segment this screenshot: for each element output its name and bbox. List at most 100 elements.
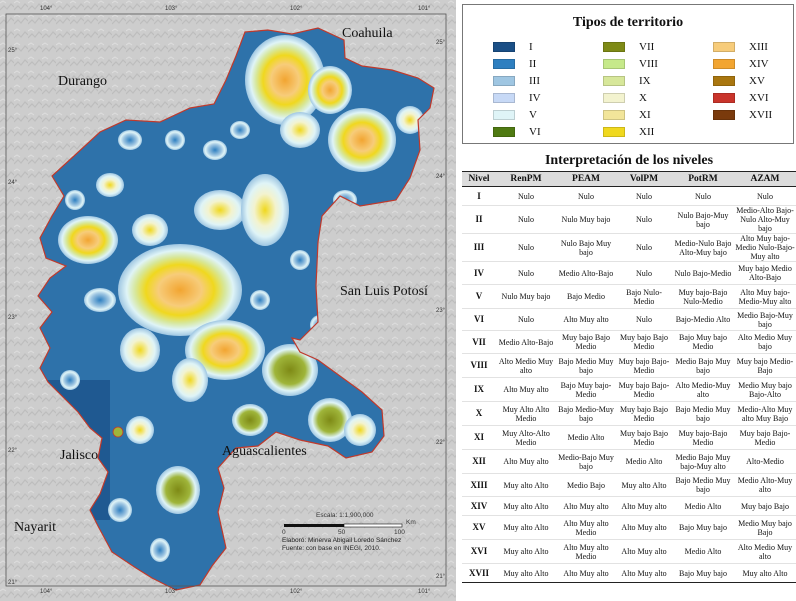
table-cell: Muy bajo Bajo Medio (616, 330, 672, 354)
table-cell: Alto Muy alto (616, 515, 672, 540)
scale-unit: Km (406, 519, 416, 526)
table-cell: Bajo Muy bajo-Medio (556, 377, 616, 402)
map-credits: Elaboró: Minerva Abigail Loredo Sánchez … (282, 537, 432, 553)
legend-swatch (603, 110, 625, 120)
table-cell: Medio-Alto Bajo-Nulo Alto-Muy bajo (734, 205, 796, 234)
level-cell: XII (462, 449, 496, 474)
legend-item: X (603, 92, 647, 104)
legend-item: XII (603, 126, 654, 138)
table-row: X Muy Alto Alto Medio Bajo Medio-Muy bajo M… (462, 401, 796, 426)
table-cell: Muy bajo-Bajo Medio (672, 425, 734, 450)
coord-right-22: 22° (436, 440, 446, 446)
level-cell: VIII (462, 353, 496, 378)
coord-left-24: 24° (8, 180, 18, 186)
credits-author: Elaboró: Minerva Abigail Loredo Sánchez (282, 537, 402, 544)
table-cell: Muy alto Alto (616, 473, 672, 497)
legend-item: IX (603, 75, 651, 87)
table-cell: Medio Muy bajo Bajo-Alto (734, 377, 796, 402)
table-row: XV Muy alto Alto Alto Muy alto Medio Alto M… (462, 515, 796, 540)
table-cell: Bajo Medio Muy bajo (556, 353, 616, 378)
table-cell: Alto Muy alto (496, 377, 556, 402)
table-cell: Muy bajo Bajo-Medio (616, 353, 672, 378)
table-cell: Medio Alto (672, 496, 734, 516)
table-cell: Medio-Nulo Bajo Alto-Muy bajo (672, 233, 734, 262)
legend-item: XIV (713, 58, 769, 70)
legend-label: IV (529, 92, 541, 104)
table-cell: Medio Bajo-Muy bajo (734, 308, 796, 331)
table-cell: Alto Muy alto (556, 308, 616, 331)
table-cell: Muy alto Alto (496, 473, 556, 497)
scale-bar (284, 523, 403, 528)
table-row: VII Medio Alto-Bajo Muy bajo Bajo Medio Muy… (462, 330, 796, 354)
table-cell: Bajo Muy bajo (672, 563, 734, 583)
legend-swatch (603, 42, 625, 52)
table-row: VIII Alto Medio Muy alto Bajo Medio Muy ba… (462, 353, 796, 378)
level-cell: XVI (462, 539, 496, 564)
table-cell: Medio Alto-Muy alto (734, 473, 796, 497)
interpretation-title: Interpretación de los niveles (544, 153, 714, 168)
table-cell: Bajo Medio Muy bajo (672, 401, 734, 426)
header-azam: AZAM (734, 171, 796, 187)
table-cell: Nulo (496, 205, 556, 234)
table-cell: Muy bajo Medio Alto-Bajo (734, 261, 796, 285)
level-cell: XIII (462, 473, 496, 497)
coord-top-104: 104° (40, 6, 53, 12)
legend-swatch (603, 93, 625, 103)
legend-label: XIII (749, 41, 768, 53)
legend-label: VIII (639, 58, 658, 70)
legend-label: III (529, 75, 540, 87)
level-cell: XVII (462, 563, 496, 583)
table-cell: Medio-Alto Muy alto Muy Bajo (734, 401, 796, 426)
table-cell: Medio-Bajo Muy bajo (556, 449, 616, 474)
legend-label: XVI (749, 92, 769, 104)
table-cell: Nulo Muy bajo (556, 205, 616, 234)
table-cell: Muy bajo Bajo Medio (616, 401, 672, 426)
legend-title: Tipos de territorio (572, 15, 684, 30)
legend-label: V (529, 109, 537, 121)
legend-item: IV (493, 92, 541, 104)
coord-bottom-103: 103° (165, 589, 178, 595)
label-aguascalientes: Aguascalientes (222, 444, 307, 459)
table-cell: Nulo (734, 186, 796, 206)
scale-text: Escala: 1:1,900,000 (316, 512, 374, 519)
legend-label: XI (639, 109, 651, 121)
table-row: IX Alto Muy alto Bajo Muy bajo-Medio Muy ba… (462, 377, 796, 402)
table-cell: Alto Muy bajo-Medio-Muy alto (734, 284, 796, 309)
table-cell: Alto Muy alto (616, 539, 672, 564)
coord-right-23: 23° (436, 308, 446, 314)
table-row: XII Alto Muy alto Medio-Bajo Muy bajo Medio… (462, 449, 796, 474)
coord-top-102: 102° (290, 6, 303, 12)
table-cell: Muy alto Alto (734, 563, 796, 583)
table-cell: Muy bajo-Bajo Nulo-Medio (672, 284, 734, 309)
table-cell: Medio Muy bajo Bajo (734, 515, 796, 540)
legend-label: XVII (749, 109, 773, 121)
table-row: XI Muy Alto-Alto Medio Medio Alto Muy bajo … (462, 425, 796, 450)
level-cell: XV (462, 515, 496, 540)
legend-label: II (529, 58, 537, 70)
coord-left-25: 25° (8, 48, 18, 54)
table-cell: Nulo (616, 233, 672, 262)
legend-item: XIII (713, 41, 768, 53)
table-cell: Medio Bajo Muy bajo (672, 353, 734, 378)
interpretation-body: I Nulo Nulo Nulo Nulo Nulo II Nulo Nulo Muy bajo… (462, 186, 796, 583)
table-cell: Medio Alto-Bajo (496, 330, 556, 354)
table-row: V Nulo Muy bajo Bajo Medio Bajo Nulo-Medio M… (462, 284, 796, 309)
table-cell: Nulo Muy bajo (496, 284, 556, 309)
table-row: XIII Muy alto Alto Medio Bajo Muy alto Alto… (462, 473, 796, 497)
legend-item: VI (493, 126, 541, 138)
legend-swatch (493, 127, 515, 137)
header-potrm: PotRM (672, 171, 734, 187)
header-peam: PEAM (556, 171, 616, 187)
level-cell: III (462, 233, 496, 262)
table-cell: Alto Muy alto (616, 563, 672, 583)
scale-tick-100: 100 (394, 529, 405, 536)
interpretation-table: Nivel RenPM PEAM VolPM PotRM AZAM I Nulo N… (462, 171, 796, 583)
legend-item: VII (603, 41, 654, 53)
level-cell: IX (462, 377, 496, 402)
legend-swatch (713, 110, 735, 120)
table-row: XIV Muy alto Alto Alto Muy alto Alto Muy al… (462, 496, 796, 516)
coord-bottom-102: 102° (290, 589, 303, 595)
table-cell: Nulo (496, 308, 556, 331)
coord-right-24: 24° (436, 174, 446, 180)
level-cell: V (462, 284, 496, 309)
